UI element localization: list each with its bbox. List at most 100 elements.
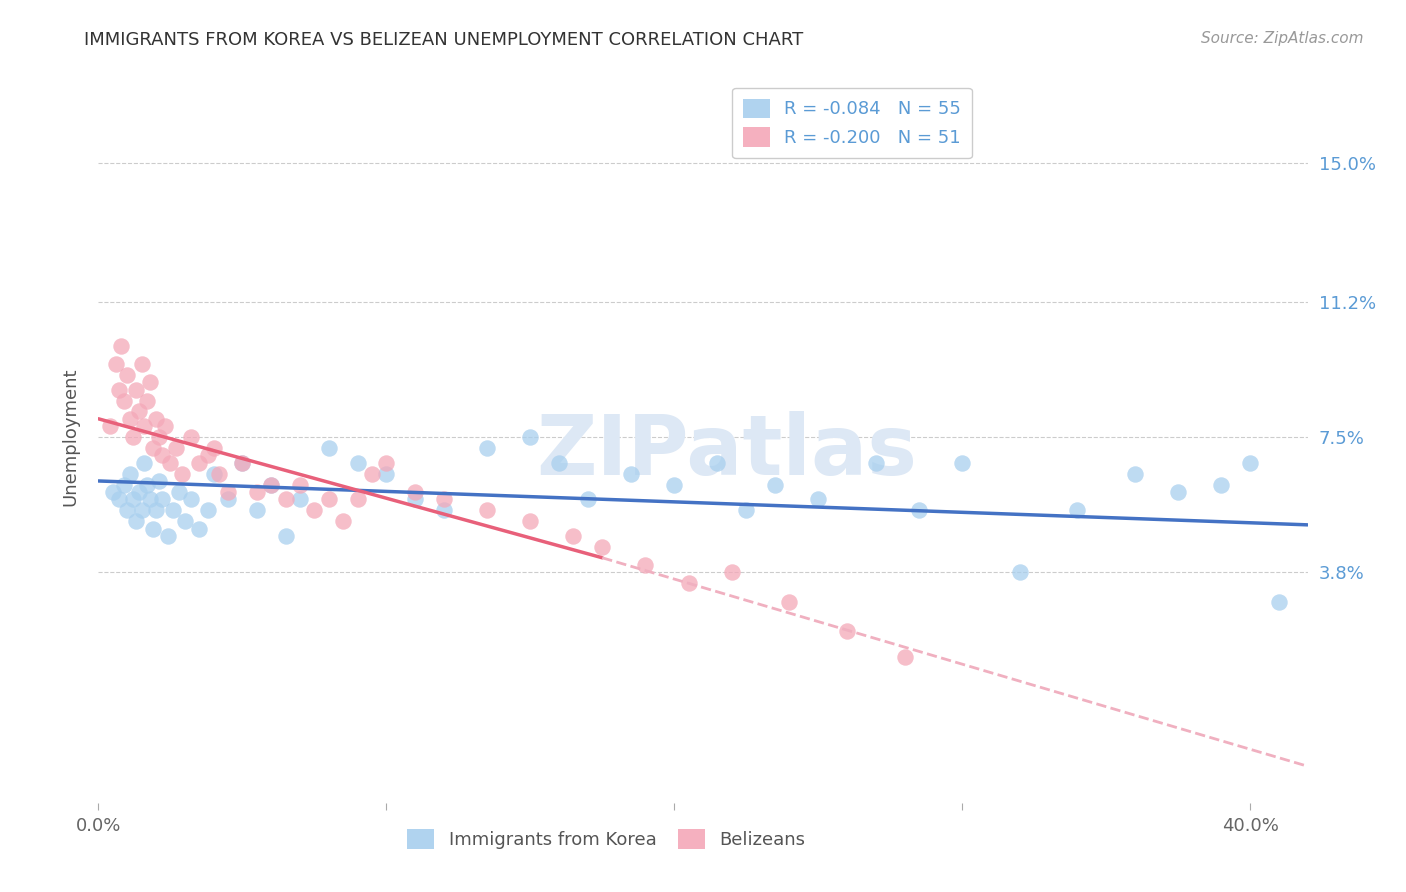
Point xyxy=(101,485,124,500)
Point xyxy=(274,529,297,543)
Point xyxy=(134,456,156,470)
Point xyxy=(112,477,135,491)
Text: IMMIGRANTS FROM KOREA VS BELIZEAN UNEMPLOYMENT CORRELATION CHART: IMMIGRANTS FROM KOREA VS BELIZEAN UNEMPL… xyxy=(84,31,804,49)
Point xyxy=(145,503,167,517)
Point xyxy=(128,485,150,500)
Point xyxy=(139,492,162,507)
Point xyxy=(950,456,973,470)
Point xyxy=(620,467,643,481)
Point xyxy=(153,419,176,434)
Point xyxy=(217,492,239,507)
Point xyxy=(231,456,253,470)
Point xyxy=(110,338,132,352)
Point xyxy=(180,430,202,444)
Point xyxy=(134,419,156,434)
Y-axis label: Unemployment: Unemployment xyxy=(62,368,80,507)
Point xyxy=(375,456,398,470)
Point xyxy=(1066,503,1088,517)
Point xyxy=(125,383,148,397)
Point xyxy=(202,441,225,455)
Point xyxy=(170,467,193,481)
Point xyxy=(231,456,253,470)
Point xyxy=(180,492,202,507)
Point xyxy=(145,412,167,426)
Point xyxy=(165,441,187,455)
Point xyxy=(288,492,311,507)
Text: Source: ZipAtlas.com: Source: ZipAtlas.com xyxy=(1201,31,1364,46)
Point xyxy=(260,477,283,491)
Point xyxy=(735,503,758,517)
Point xyxy=(150,448,173,462)
Point xyxy=(125,514,148,528)
Point xyxy=(475,503,498,517)
Point xyxy=(107,383,129,397)
Point xyxy=(104,357,127,371)
Point xyxy=(908,503,931,517)
Point xyxy=(188,521,211,535)
Point xyxy=(188,456,211,470)
Point xyxy=(346,456,368,470)
Point xyxy=(288,477,311,491)
Point xyxy=(433,503,456,517)
Point xyxy=(664,477,686,491)
Point xyxy=(115,368,138,382)
Point xyxy=(318,441,340,455)
Point xyxy=(208,467,231,481)
Point xyxy=(1239,456,1261,470)
Point xyxy=(475,441,498,455)
Point xyxy=(115,503,138,517)
Point xyxy=(173,514,195,528)
Point xyxy=(112,393,135,408)
Point xyxy=(131,357,153,371)
Point xyxy=(678,576,700,591)
Point xyxy=(706,456,728,470)
Point xyxy=(260,477,283,491)
Point xyxy=(318,492,340,507)
Point xyxy=(361,467,384,481)
Point xyxy=(1268,594,1291,608)
Point xyxy=(142,521,165,535)
Point xyxy=(150,492,173,507)
Point xyxy=(865,456,887,470)
Point xyxy=(128,404,150,418)
Point xyxy=(778,594,800,608)
Point xyxy=(893,649,915,664)
Point xyxy=(634,558,657,573)
Point xyxy=(332,514,354,528)
Point xyxy=(136,393,159,408)
Point xyxy=(404,485,426,500)
Point xyxy=(142,441,165,455)
Point xyxy=(197,448,219,462)
Point xyxy=(346,492,368,507)
Point xyxy=(136,477,159,491)
Point xyxy=(404,492,426,507)
Point xyxy=(720,566,742,580)
Point xyxy=(274,492,297,507)
Point xyxy=(148,430,170,444)
Point xyxy=(576,492,599,507)
Point xyxy=(167,485,190,500)
Point xyxy=(122,430,145,444)
Point xyxy=(591,540,613,554)
Point xyxy=(304,503,326,517)
Point xyxy=(107,492,129,507)
Point xyxy=(1167,485,1189,500)
Point xyxy=(122,492,145,507)
Point xyxy=(202,467,225,481)
Point xyxy=(519,514,541,528)
Point xyxy=(246,503,269,517)
Point xyxy=(197,503,219,517)
Point xyxy=(1123,467,1146,481)
Point xyxy=(120,412,142,426)
Point xyxy=(1008,566,1031,580)
Point xyxy=(763,477,786,491)
Point xyxy=(433,492,456,507)
Point xyxy=(139,375,162,389)
Point xyxy=(375,467,398,481)
Point xyxy=(217,485,239,500)
Point xyxy=(159,456,181,470)
Point xyxy=(131,503,153,517)
Point xyxy=(120,467,142,481)
Point xyxy=(562,529,585,543)
Point xyxy=(519,430,541,444)
